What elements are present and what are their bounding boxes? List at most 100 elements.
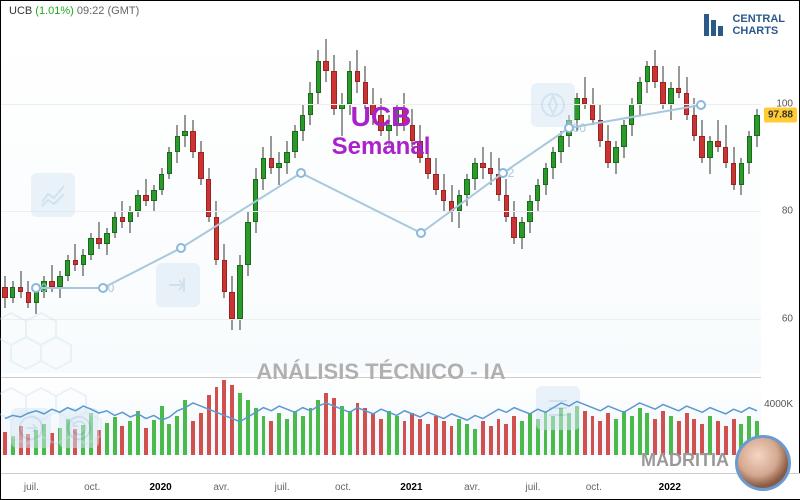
candle (300, 23, 305, 373)
candle (276, 23, 281, 373)
price-chart[interactable]: 80 80 92 100 (1, 23, 761, 373)
x-tick-label: oct. (586, 482, 602, 493)
candle (621, 23, 626, 373)
x-tick-label: 2022 (659, 482, 681, 493)
x-tick-label: avr. (464, 482, 480, 493)
chart-container: UCB (1.01%) 09:22 (GMT) CENTRAL CHARTS 8… (0, 0, 800, 500)
candle (676, 23, 681, 373)
candle (441, 23, 446, 373)
candle (699, 23, 704, 373)
x-tick-label: 2021 (400, 482, 422, 493)
bg-number: 100 (566, 121, 586, 135)
candle (488, 23, 493, 373)
candle (731, 23, 736, 373)
centralcharts-logo: CENTRAL CHARTS (704, 13, 785, 37)
bg-number: 92 (501, 166, 514, 180)
candle (402, 23, 407, 373)
ticker-symbol: UCB (9, 5, 32, 17)
candle (715, 23, 720, 373)
bg-hexagons (0, 303, 171, 383)
last-price-tag: 97.88 (764, 108, 797, 123)
presenter-avatar (735, 435, 791, 491)
candle (198, 23, 203, 373)
candle (660, 23, 665, 373)
volume-y-tick: 4000K (764, 399, 793, 410)
candle (668, 23, 673, 373)
candle (316, 23, 321, 373)
candle (222, 23, 227, 373)
bg-number: 80 (101, 281, 114, 295)
candle (457, 23, 462, 373)
candle (182, 23, 187, 373)
candle (747, 23, 752, 373)
bg-indicator-icon (31, 173, 75, 217)
candle (723, 23, 728, 373)
candle (519, 23, 524, 373)
y-tick-label: 60 (782, 314, 793, 325)
candle (308, 23, 313, 373)
candle (739, 23, 744, 373)
candle (496, 23, 501, 373)
candle (214, 23, 219, 373)
logo-text: CENTRAL CHARTS (732, 13, 785, 37)
candle (394, 23, 399, 373)
x-tick-label: oct. (335, 482, 351, 493)
candle (684, 23, 689, 373)
candle (229, 23, 234, 373)
candle (566, 23, 571, 373)
x-tick-label: juil. (24, 482, 39, 493)
candle (355, 23, 360, 373)
candle (472, 23, 477, 373)
x-tick-label: 2020 (149, 482, 171, 493)
candle (707, 23, 712, 373)
candle (511, 23, 516, 373)
candle (386, 23, 391, 373)
candle (245, 23, 250, 373)
candle (323, 23, 328, 373)
candle (613, 23, 618, 373)
candle (527, 23, 532, 373)
candle (582, 23, 587, 373)
candle (269, 23, 274, 373)
candle (237, 23, 242, 373)
candle (347, 23, 352, 373)
candle (433, 23, 438, 373)
candle (629, 23, 634, 373)
candle (574, 23, 579, 373)
candle (284, 23, 289, 373)
timestamp: 09:22 (GMT) (77, 5, 139, 17)
x-tick-label: avr. (213, 482, 229, 493)
candle (590, 23, 595, 373)
candle (253, 23, 258, 373)
volume-chart[interactable] (1, 377, 761, 455)
chart-header: UCB (1.01%) 09:22 (GMT) (9, 5, 139, 17)
oscillator-line (1, 378, 761, 456)
percent-change: (1.01%) (35, 5, 74, 17)
x-tick-label: juil. (275, 482, 290, 493)
candle (206, 23, 211, 373)
x-axis: juil.oct.2020avr.juil.oct.2021avr.juil.o… (1, 473, 800, 499)
candle (535, 23, 540, 373)
candle (417, 23, 422, 373)
candle (370, 23, 375, 373)
candle (410, 23, 415, 373)
candle (645, 23, 650, 373)
candle (652, 23, 657, 373)
price-y-axis: 608010097.88 (759, 23, 799, 373)
brand-label: MADRITIA (641, 450, 729, 471)
candle (363, 23, 368, 373)
bg-arrow-icon (156, 263, 200, 307)
candle (190, 23, 195, 373)
candle (558, 23, 563, 373)
logo-icon (704, 14, 726, 36)
bg-number: 80 (34, 281, 47, 295)
candle (637, 23, 642, 373)
candle (378, 23, 383, 373)
candle (543, 23, 548, 373)
gridline (1, 104, 761, 105)
candle (175, 23, 180, 373)
candle (331, 23, 336, 373)
x-tick-label: oct. (84, 482, 100, 493)
gridline (1, 211, 761, 212)
y-tick-label: 80 (782, 206, 793, 217)
